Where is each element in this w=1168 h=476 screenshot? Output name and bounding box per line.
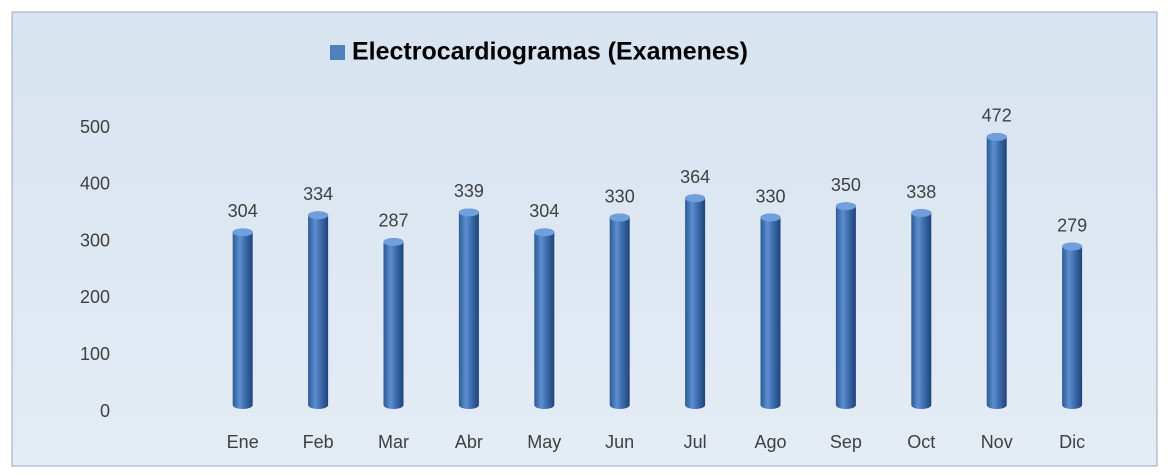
y-tick-label: 400 [80,174,110,194]
bar [609,213,630,409]
x-tick-label: May [527,432,561,452]
x-tick-label: Jul [684,432,707,452]
bar [760,213,781,409]
bar [308,211,329,409]
bar [534,228,555,409]
y-tick-label: 300 [80,230,110,250]
bar-top [1062,242,1083,251]
data-label: 334 [303,184,333,204]
x-tick-label: Jun [605,432,634,452]
data-label: 338 [906,182,936,202]
y-tick-label: 0 [100,401,110,421]
bar-top [383,237,404,246]
bar-top [232,228,253,237]
x-tick-label: Ene [227,432,259,452]
legend-swatch [330,45,345,60]
data-label: 364 [680,167,710,187]
bar-top [308,211,329,220]
x-tick-label: Dic [1059,432,1085,452]
data-label: 287 [378,211,408,231]
data-label: 304 [228,201,258,221]
data-label: 339 [454,181,484,201]
bar-top [760,213,781,222]
bar-top [609,213,630,222]
x-tick-label: Ago [754,432,786,452]
bar-top [685,194,706,203]
data-label: 350 [831,175,861,195]
bar [835,202,856,409]
bar [685,194,706,409]
data-label: 330 [605,186,635,206]
bar-top [911,209,932,218]
bar-top [835,202,856,211]
y-tick-label: 500 [80,117,110,137]
y-tick-label: 100 [80,344,110,364]
data-label: 330 [755,186,785,206]
legend-label: Electrocardiogramas (Examenes) [352,38,748,66]
x-tick-label: Nov [981,432,1013,452]
chart-area [11,11,1158,467]
data-label: 472 [982,106,1012,126]
bar [383,237,404,409]
x-tick-label: Abr [455,432,483,452]
x-tick-label: Feb [303,432,334,452]
y-tick-label: 200 [80,287,110,307]
bar-top [458,208,479,217]
data-label: 304 [529,201,559,221]
data-label: 279 [1057,215,1087,235]
bar [232,228,253,409]
bar [911,209,932,409]
x-tick-label: Mar [378,432,409,452]
bar-top [534,228,555,237]
bar [458,208,479,409]
x-tick-label: Oct [907,432,935,452]
bar-top [986,132,1007,141]
x-tick-label: Sep [830,432,862,452]
bar [986,132,1007,410]
bar [1062,242,1083,409]
